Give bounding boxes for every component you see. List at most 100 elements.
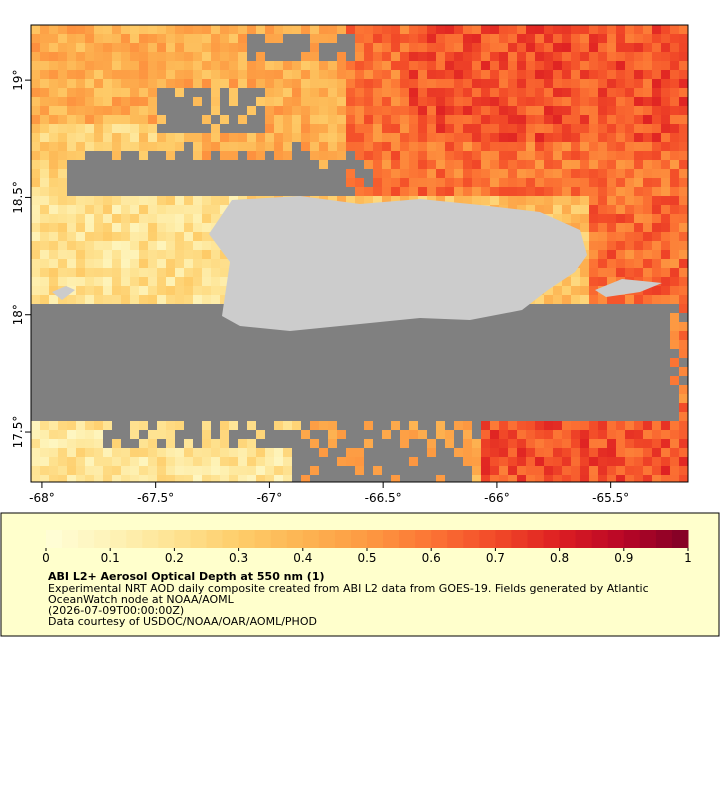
map-cell — [49, 223, 58, 232]
map-cell — [553, 313, 562, 322]
map-cell — [157, 295, 166, 304]
map-cell — [31, 304, 40, 313]
map-cell — [175, 205, 184, 214]
map-cell — [148, 295, 157, 304]
map-cell — [607, 61, 616, 70]
map-cell — [328, 79, 337, 88]
map-cell — [166, 79, 175, 88]
map-cell — [373, 421, 382, 430]
map-cell — [436, 133, 445, 142]
map-cell — [463, 421, 472, 430]
land — [52, 286, 75, 300]
map-cell — [211, 430, 220, 439]
map-cell — [238, 340, 247, 349]
map-cell — [679, 124, 688, 133]
map-cell — [580, 430, 589, 439]
map-cell — [229, 97, 238, 106]
map-cell — [373, 52, 382, 61]
map-cell — [211, 52, 220, 61]
map-cell — [553, 52, 562, 61]
map-cell — [337, 34, 346, 43]
map-cell — [130, 142, 139, 151]
map-cell — [76, 286, 85, 295]
map-cell — [229, 385, 238, 394]
map-cell — [211, 295, 220, 304]
map-cell — [607, 106, 616, 115]
map-cell — [121, 349, 130, 358]
map-cell — [553, 376, 562, 385]
map-cell — [139, 106, 148, 115]
map-cell — [256, 394, 265, 403]
map-cell — [490, 88, 499, 97]
map-cell — [571, 313, 580, 322]
map-cell — [202, 79, 211, 88]
map-cell — [544, 358, 553, 367]
map-cell — [535, 313, 544, 322]
map-cell — [517, 475, 526, 482]
map-cell — [355, 52, 364, 61]
map-cell — [643, 142, 652, 151]
map-cell — [130, 70, 139, 79]
map-cell — [643, 277, 652, 286]
map-cell — [499, 313, 508, 322]
map-cell — [373, 394, 382, 403]
colorbar-step — [639, 530, 657, 548]
map-cell — [598, 124, 607, 133]
map-cell — [31, 385, 40, 394]
map-cell — [202, 124, 211, 133]
map-cell — [679, 61, 688, 70]
map-cell — [346, 61, 355, 70]
map-cell — [652, 241, 661, 250]
map-cell — [274, 160, 283, 169]
map-cell — [202, 340, 211, 349]
map-cell — [643, 313, 652, 322]
map-cell — [643, 25, 652, 34]
map-cell — [49, 160, 58, 169]
map-cell — [454, 133, 463, 142]
map-cell — [535, 61, 544, 70]
map-cell — [310, 403, 319, 412]
map-cell — [526, 421, 535, 430]
map-cell — [103, 412, 112, 421]
map-cell — [31, 322, 40, 331]
map-cell — [679, 331, 688, 340]
map-cell — [49, 367, 58, 376]
map-cell — [94, 25, 103, 34]
map-cell — [220, 268, 229, 277]
map-cell — [247, 448, 256, 457]
map-cell — [481, 313, 490, 322]
map-cell — [31, 448, 40, 457]
map-cell — [220, 439, 229, 448]
map-cell — [463, 340, 472, 349]
map-cell — [427, 160, 436, 169]
map-cell — [202, 349, 211, 358]
map-cell — [544, 151, 553, 160]
map-cell — [436, 43, 445, 52]
map-cell — [580, 187, 589, 196]
map-cell — [112, 439, 121, 448]
map-cell — [670, 25, 679, 34]
map-cell — [589, 79, 598, 88]
map-cell — [661, 223, 670, 232]
map-cell — [436, 106, 445, 115]
map-cell — [373, 187, 382, 196]
map-cell — [76, 331, 85, 340]
map-cell — [490, 367, 499, 376]
map-cell — [112, 178, 121, 187]
map-cell — [499, 106, 508, 115]
map-cell — [589, 349, 598, 358]
map-cell — [544, 133, 553, 142]
map-cell — [283, 430, 292, 439]
map-cell — [148, 169, 157, 178]
map-cell — [553, 466, 562, 475]
map-cell — [247, 133, 256, 142]
map-cell — [121, 475, 130, 482]
map-cell — [652, 475, 661, 482]
map-cell — [202, 223, 211, 232]
map-cell — [679, 241, 688, 250]
map-cell — [220, 61, 229, 70]
map-cell — [490, 61, 499, 70]
map-cell — [166, 223, 175, 232]
map-cell — [544, 313, 553, 322]
map-cell — [148, 439, 157, 448]
